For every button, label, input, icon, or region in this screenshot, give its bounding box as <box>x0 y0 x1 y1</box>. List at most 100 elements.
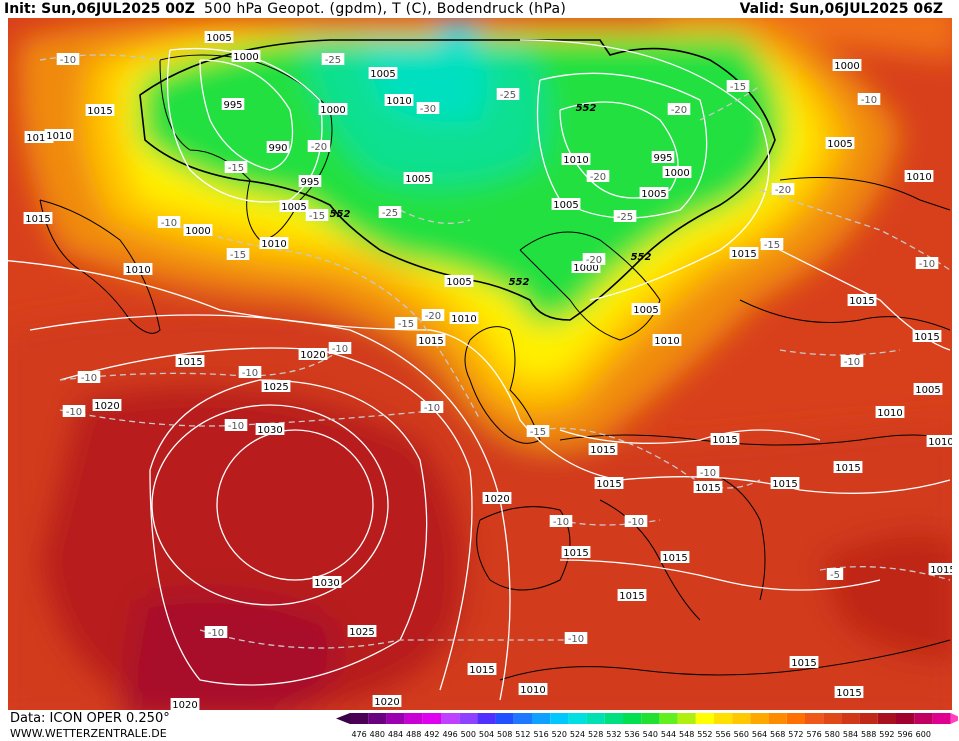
geopotential-labels: 552 552 552 552 <box>330 103 652 288</box>
legend-swatch <box>495 713 514 724</box>
legend-tick-label: 540 <box>643 730 658 739</box>
isobar-label: 1025 <box>347 625 377 638</box>
svg-text:-10: -10 <box>844 357 860 368</box>
legend-swatch <box>368 713 387 724</box>
svg-text:-20: -20 <box>311 142 327 153</box>
svg-text:-25: -25 <box>325 55 341 66</box>
isobar-label: 1015 <box>693 481 723 494</box>
svg-text:-20: -20 <box>671 105 687 116</box>
isobar-label: 990 <box>266 141 290 154</box>
legend-tick-label: 592 <box>879 730 894 739</box>
legend-swatch <box>659 713 678 724</box>
svg-text:1010: 1010 <box>928 437 952 448</box>
legend-swatch <box>786 713 805 724</box>
isobar-label: 1020 <box>92 399 122 412</box>
svg-text:552: 552 <box>509 277 530 288</box>
svg-text:1015: 1015 <box>791 658 816 669</box>
isobar-label: 1005 <box>825 137 855 150</box>
isobar-label: 1020 <box>482 492 512 505</box>
temperature-label: -10 <box>420 401 444 414</box>
svg-text:1015: 1015 <box>25 214 50 225</box>
svg-text:1015: 1015 <box>849 296 874 307</box>
svg-text:-10: -10 <box>332 344 348 355</box>
svg-text:552: 552 <box>631 252 652 263</box>
temperature-label: -15 <box>226 248 250 261</box>
legend-tick-label: 588 <box>861 730 876 739</box>
legend-swatch <box>805 713 824 724</box>
legend-swatch <box>914 713 933 724</box>
svg-text:552: 552 <box>330 209 351 220</box>
legend-swatch <box>841 713 860 724</box>
legend-swatch <box>768 713 787 724</box>
legend-swatch <box>695 713 714 724</box>
svg-text:1000: 1000 <box>233 52 258 63</box>
legend-tick-label: 532 <box>606 730 621 739</box>
legend-tick-label: 552 <box>697 730 712 739</box>
svg-text:-15: -15 <box>228 163 244 174</box>
svg-text:-5: -5 <box>830 570 840 581</box>
svg-text:1010: 1010 <box>654 336 679 347</box>
legend-swatch <box>459 713 478 724</box>
isobar-label: 1005 <box>279 200 309 213</box>
legend-swatch <box>350 713 369 724</box>
svg-text:1015: 1015 <box>930 565 952 576</box>
temperature-label: -15 <box>394 317 418 330</box>
temperature-label: -30 <box>416 102 440 115</box>
isobar-label: 1015 <box>833 461 863 474</box>
svg-text:1005: 1005 <box>281 202 306 213</box>
legend-swatch <box>422 713 441 724</box>
legend-arrow-left <box>336 713 350 724</box>
init-time: Init: Sun,06JUL2025 00Z <box>4 1 195 17</box>
legend-tick-label: 548 <box>679 730 694 739</box>
legend-tick-label: 580 <box>825 730 840 739</box>
svg-text:1020: 1020 <box>484 494 509 505</box>
isobar-label: 1005 <box>403 172 433 185</box>
temperature-label: -25 <box>378 206 402 219</box>
svg-text:1015: 1015 <box>563 548 588 559</box>
svg-text:1030: 1030 <box>314 578 339 589</box>
legend-tick-label: 512 <box>515 730 530 739</box>
legend-swatch <box>732 713 751 724</box>
legend-tick-label: 484 <box>388 730 403 739</box>
isobar-label: 995 <box>651 151 675 164</box>
svg-text:1000: 1000 <box>664 168 689 179</box>
svg-text:1010: 1010 <box>46 131 71 142</box>
svg-text:1010: 1010 <box>261 239 286 250</box>
temperature-label: -5 <box>826 568 844 581</box>
svg-text:-15: -15 <box>530 427 546 438</box>
legend-tick-label: 504 <box>479 730 494 739</box>
map-footer: Data: ICON OPER 0.250° WWW.WETTERZENTRAL… <box>0 710 959 741</box>
svg-text:-15: -15 <box>230 250 246 261</box>
svg-text:1005: 1005 <box>446 277 471 288</box>
isobar-label: 1000 <box>183 224 213 237</box>
isobar-labels: 1005 1000 995 990 995 1005 1000 1010 1010 1015 101… <box>23 31 952 710</box>
svg-text:-15: -15 <box>309 211 325 222</box>
legend-tick-label: 576 <box>806 730 821 739</box>
legend-swatch <box>586 713 605 724</box>
isobar-label: 1015 <box>834 686 864 699</box>
legend-tick-label: 492 <box>424 730 439 739</box>
isobar-lines <box>8 39 951 701</box>
legend-tick-label: 584 <box>843 730 858 739</box>
svg-text:-15: -15 <box>730 82 746 93</box>
svg-text:1010: 1010 <box>125 265 150 276</box>
weather-map[interactable]: 1005 1000 995 990 995 1005 1000 1010 1010 1015 101… <box>8 18 952 710</box>
svg-text:1020: 1020 <box>172 700 197 710</box>
isobar-label: 995 <box>221 98 245 111</box>
svg-text:-10: -10 <box>228 421 244 432</box>
svg-text:1015: 1015 <box>914 332 939 343</box>
legend-swatch <box>859 713 878 724</box>
geopotential-label: 552 <box>509 277 530 288</box>
legend-tick-label: 596 <box>897 730 912 739</box>
isobar-label: 1020 <box>170 698 200 710</box>
svg-text:-10: -10 <box>628 517 644 528</box>
svg-text:1015: 1015 <box>590 445 615 456</box>
legend-tick-label: 556 <box>715 730 730 739</box>
svg-text:-25: -25 <box>500 90 516 101</box>
legend-tick-label: 544 <box>661 730 676 739</box>
legend-tick-label: 600 <box>916 730 931 739</box>
isobar-label: 1010 <box>384 94 414 107</box>
temperature-label: -10 <box>696 466 720 479</box>
svg-text:-10: -10 <box>81 373 97 384</box>
isobar-label: 1015 <box>770 477 800 490</box>
